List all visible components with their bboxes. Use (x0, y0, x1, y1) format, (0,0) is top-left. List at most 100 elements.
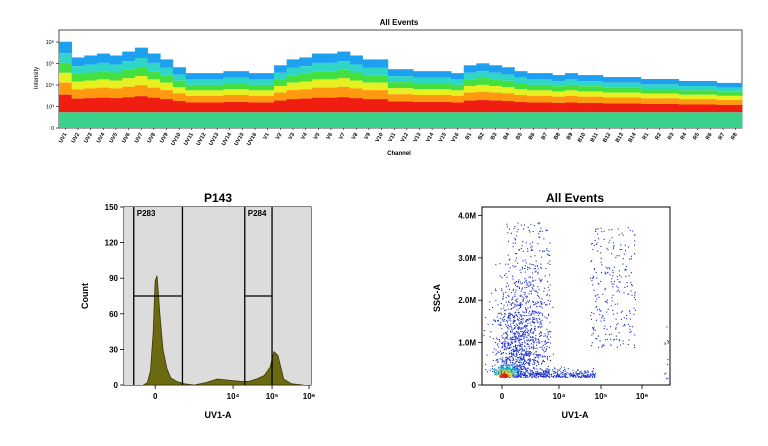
scatter-point (528, 358, 530, 360)
histogram-y-tick-label: 0 (114, 381, 119, 390)
scatter-point (618, 332, 620, 334)
scatter-point (529, 310, 531, 312)
scatter-point (530, 328, 532, 330)
scatter-point (546, 328, 548, 330)
spectrum-x-tick-label: UV16 (246, 132, 258, 147)
scatter-point (555, 372, 557, 374)
scatter-point (510, 303, 512, 305)
scatter-point (515, 326, 517, 328)
scatter-y-tick-label: 1.0M (458, 339, 476, 348)
spectrum-band-tail (716, 112, 730, 128)
scatter-point (627, 343, 629, 345)
spectrum-band-segment (198, 73, 212, 80)
scatter-point (539, 297, 541, 299)
scatter-point (509, 346, 511, 348)
scatter-point (542, 374, 544, 376)
scatter-point (634, 299, 636, 301)
spectrum-band-segment (526, 84, 541, 91)
spectrum-band-segment (122, 51, 136, 62)
scatter-point (536, 368, 538, 370)
scatter-point (535, 373, 537, 375)
spectrum-band-segment (261, 95, 275, 103)
scatter-point (557, 373, 559, 375)
scatter-point (526, 353, 528, 355)
scatter-point (536, 354, 538, 356)
scatter-point (510, 320, 512, 322)
spectrum-band-segment (400, 76, 414, 83)
scatter-point (539, 335, 541, 337)
scatter-point (538, 333, 540, 335)
scatter-point (505, 301, 507, 303)
scatter-point (610, 338, 612, 340)
scatter-point (499, 371, 501, 373)
scatter-point (505, 365, 507, 367)
scatter-point (536, 365, 538, 367)
scatter-point (619, 281, 621, 283)
scatter-point (538, 311, 540, 313)
scatter-point (533, 361, 535, 363)
scatter-point (493, 348, 495, 350)
spectrum-band-segment (324, 87, 338, 98)
spectrum-band-tail (147, 112, 161, 128)
scatter-point (618, 281, 620, 283)
scatter-point (547, 373, 549, 375)
scatter-point (511, 330, 513, 332)
scatter-point (566, 372, 568, 374)
spectrum-band-segment (577, 81, 591, 87)
scatter-point (525, 303, 527, 305)
scatter-point (615, 328, 617, 330)
scatter-point (507, 348, 509, 350)
scatter-point (536, 372, 538, 374)
scatter-point (562, 375, 564, 377)
scatter-point (515, 337, 517, 339)
scatter-point (508, 364, 510, 366)
scatter-point (541, 346, 543, 348)
scatter-point (500, 350, 502, 352)
scatter-point (544, 341, 546, 343)
scatter-point (507, 324, 509, 326)
scatter-point (613, 313, 615, 315)
scatter-point (573, 376, 575, 378)
scatter-point (529, 317, 531, 319)
scatter-point (600, 310, 602, 312)
scatter-point (533, 304, 535, 306)
scatter-point (544, 316, 546, 318)
scatter-point (547, 374, 549, 376)
scatter-point (516, 325, 518, 327)
spectrum-band-tail (400, 112, 414, 128)
scatter-point (501, 328, 503, 330)
scatter-point (519, 249, 521, 251)
scatter-point (510, 371, 512, 373)
scatter-point (597, 294, 599, 296)
scatter-point (513, 350, 515, 352)
scatter-point (594, 372, 596, 374)
scatter-point (501, 318, 503, 320)
scatter-point (540, 279, 542, 281)
spectrum-band-segment (248, 90, 262, 96)
spectrum-x-label: Channel (387, 151, 411, 157)
spectrum-column-uv4 (96, 53, 110, 128)
scatter-point (523, 357, 525, 359)
scatter-point (611, 278, 613, 280)
scatter-point (599, 314, 601, 316)
scatter-point (505, 362, 507, 364)
scatter-point (532, 301, 534, 303)
scatter-point (520, 302, 522, 304)
scatter-point (521, 359, 523, 361)
scatter-point (547, 281, 549, 283)
scatter-point (527, 307, 529, 309)
scatter-point (540, 267, 542, 269)
scatter-point (554, 371, 556, 373)
scatter-point (606, 311, 608, 313)
spectrum-band-segment (299, 73, 313, 82)
spectrum-band-segment (666, 84, 680, 89)
scatter-point (554, 376, 556, 378)
spectrum-band-segment (109, 72, 123, 81)
scatter-point (596, 298, 598, 300)
spectrum-band-segment (349, 72, 363, 81)
scatter-point (510, 373, 512, 375)
scatter-point (519, 338, 521, 340)
scatter-point (572, 373, 574, 375)
spectrum-column-v13 (413, 71, 427, 128)
spectrum-band-tail (590, 112, 604, 128)
